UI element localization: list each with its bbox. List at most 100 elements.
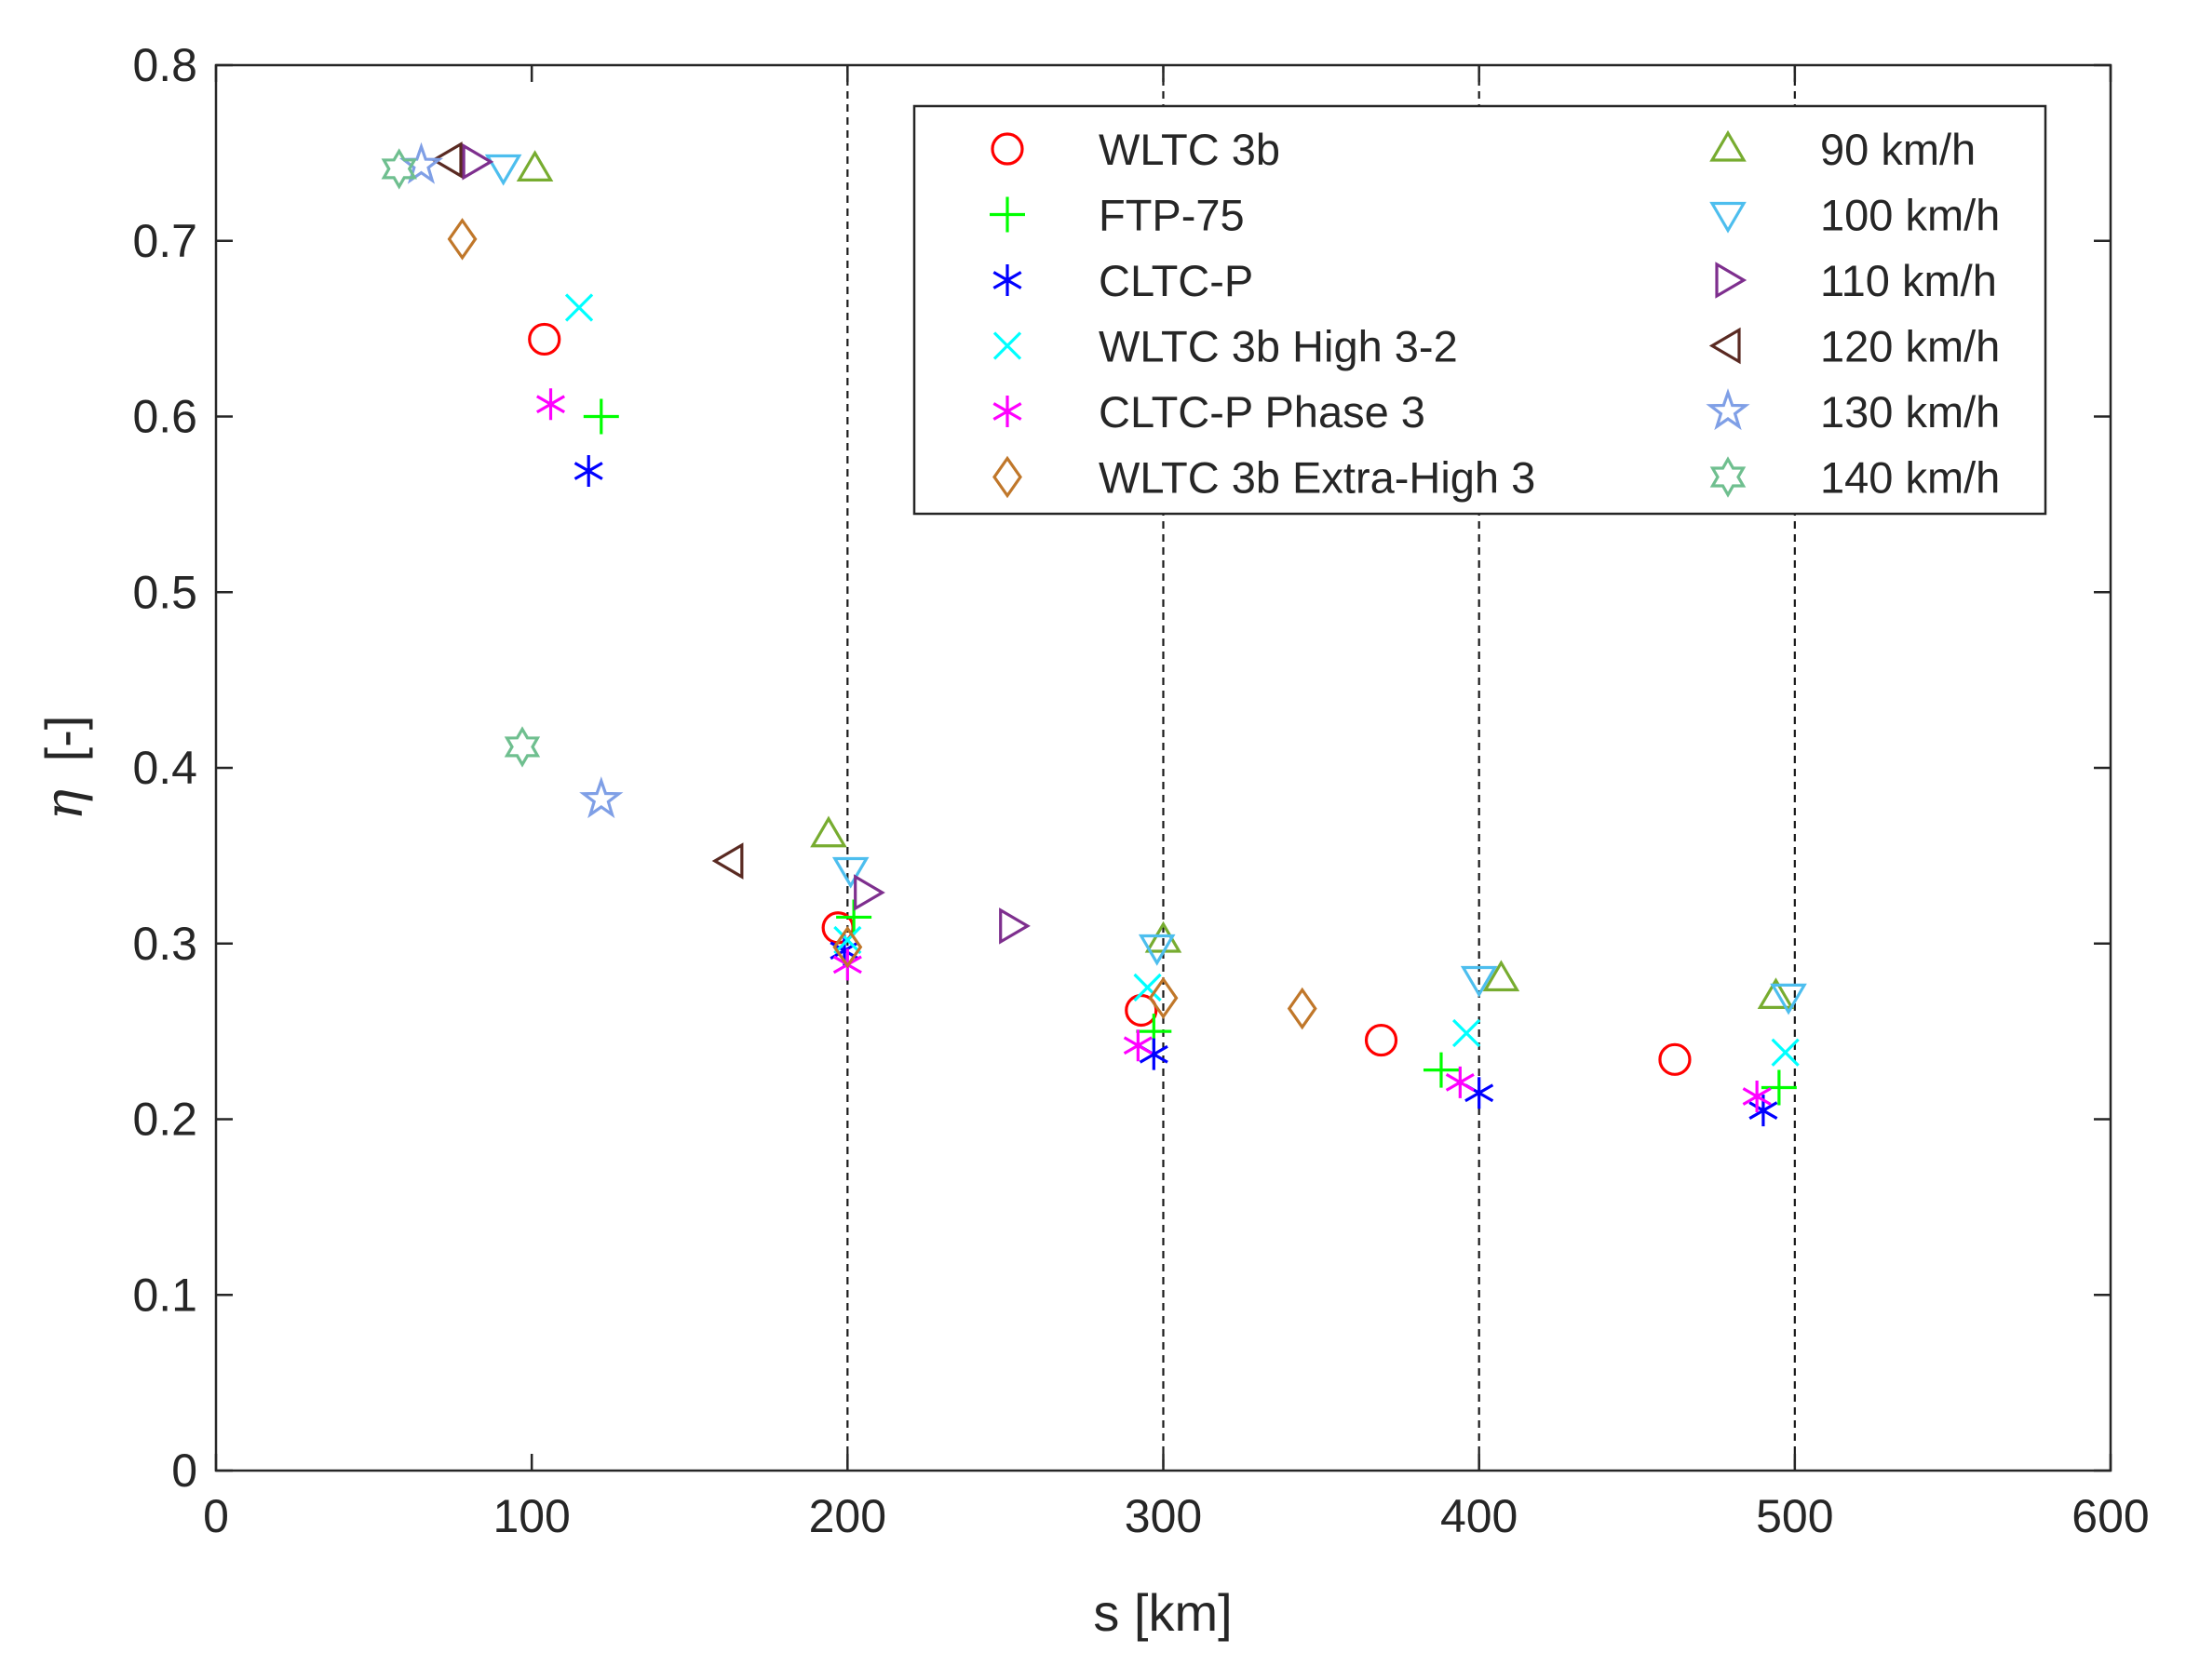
- y-tick-label: 0.8: [132, 39, 197, 91]
- legend-item: WLTC 3b: [991, 125, 1280, 174]
- legend-marker: [990, 196, 1025, 233]
- legend-marker: [992, 396, 1022, 427]
- data-point: [583, 398, 619, 435]
- legend-label: 90 km/h: [1820, 125, 1976, 174]
- x-tick-label: 400: [1440, 1490, 1518, 1542]
- data-point: [1123, 1029, 1153, 1062]
- x-tick-label: 500: [1756, 1490, 1833, 1542]
- data-point: [504, 726, 541, 768]
- y-tick-label: 0.3: [132, 918, 197, 970]
- series-7: [484, 154, 1807, 1015]
- data-series: [381, 141, 1807, 1127]
- y-tick-label: 0.7: [132, 215, 197, 267]
- legend-item: 110 km/h: [1715, 256, 1997, 305]
- data-point: [564, 293, 594, 322]
- data-point: [1451, 1018, 1481, 1048]
- x-tick-label: 0: [203, 1490, 229, 1542]
- legend-marker: [1715, 262, 1747, 299]
- data-point: [430, 141, 463, 179]
- legend-item: WLTC 3b High 3-2: [992, 322, 1458, 371]
- legend-item: FTP-75: [990, 191, 1245, 240]
- x-tick-label: 200: [809, 1490, 886, 1542]
- legend-marker: [1706, 388, 1750, 431]
- y-tick-label: 0.5: [132, 566, 197, 618]
- legend-box: [912, 104, 2047, 516]
- legend-item: WLTC 3b Extra-High 3: [992, 453, 1535, 503]
- legend-label: CLTC-P: [1099, 256, 1253, 305]
- data-point: [1460, 965, 1498, 998]
- data-point: [1742, 1080, 1772, 1112]
- x-tick-labels: 0 100 200 300 400 500 600: [203, 1490, 2150, 1542]
- legend-marker: [1708, 327, 1741, 365]
- y-tick-label: 0: [171, 1445, 197, 1497]
- x-axis-label: s [km]: [1093, 1583, 1232, 1642]
- series-11: [381, 148, 541, 768]
- y-tick-label: 0.4: [132, 742, 197, 794]
- data-point: [516, 150, 554, 181]
- y-tick-label: 0.2: [132, 1094, 197, 1146]
- legend-item: CLTC-P: [992, 256, 1253, 305]
- legend-marker: [1709, 129, 1747, 162]
- legend: WLTC 3b FTP-75 CLTC-P WLTC 3b High 3-2 CLTC-…: [912, 104, 2047, 516]
- data-point: [1658, 1042, 1692, 1076]
- y-tick-labels: 0 0.1 0.2 0.3 0.4 0.5 0.6 0.7 0.8: [132, 39, 197, 1497]
- data-point: [528, 322, 561, 356]
- legend-label: WLTC 3b Extra-High 3: [1099, 453, 1535, 503]
- y-tick-label: 0.1: [132, 1269, 197, 1321]
- plot-frame: [214, 63, 2112, 1472]
- legend-items: WLTC 3b FTP-75 CLTC-P WLTC 3b High 3-2 CLTC-…: [990, 125, 2000, 503]
- data-point: [810, 815, 847, 848]
- legend-item: CLTC-P Phase 3: [992, 387, 1425, 437]
- data-point: [1482, 960, 1520, 992]
- data-point: [999, 907, 1031, 945]
- legend-marker: [991, 132, 1024, 166]
- legend-item: 120 km/h: [1708, 322, 2000, 371]
- x-tick-label: 100: [493, 1490, 570, 1542]
- series-9: [430, 141, 744, 880]
- data-point: [381, 148, 417, 190]
- data-point: [535, 388, 566, 421]
- data-point: [1770, 983, 1807, 1015]
- legend-marker: [1709, 201, 1747, 234]
- data-point: [1133, 973, 1162, 1002]
- legend-item: 130 km/h: [1706, 387, 2000, 437]
- legend-item: 90 km/h: [1709, 125, 1976, 174]
- data-point: [1445, 1066, 1475, 1098]
- legend-label: 110 km/h: [1820, 256, 1997, 305]
- data-point: [1761, 1069, 1797, 1106]
- series-3: [564, 293, 1800, 1067]
- data-point: [711, 842, 744, 880]
- data-point: [1423, 1052, 1459, 1088]
- data-point: [832, 925, 863, 969]
- data-point: [1771, 1038, 1800, 1067]
- legend-marker: [1709, 456, 1747, 498]
- data-point: [1364, 1023, 1398, 1057]
- x-tick-label: 600: [2071, 1490, 2149, 1542]
- data-point: [1138, 934, 1176, 966]
- data-point: [462, 143, 494, 181]
- data-point: [573, 455, 603, 488]
- data-point: [447, 218, 478, 261]
- x-tick-label: 300: [1125, 1490, 1202, 1542]
- legend-marker: [992, 264, 1022, 296]
- legend-label: 140 km/h: [1820, 453, 2000, 503]
- data-point: [833, 925, 862, 955]
- series-5: [447, 218, 1317, 1030]
- legend-label: WLTC 3b: [1099, 125, 1280, 174]
- y-tick-label: 0.6: [132, 391, 197, 443]
- y-axis-unit: [-]: [34, 716, 93, 762]
- legend-item: 100 km/h: [1709, 191, 2000, 240]
- legend-label: 120 km/h: [1820, 322, 2000, 371]
- legend-label: WLTC 3b High 3-2: [1099, 322, 1458, 371]
- legend-label: 100 km/h: [1820, 191, 2000, 240]
- data-point: [1148, 976, 1179, 1020]
- series-4: [535, 388, 1772, 1112]
- data-point: [1757, 977, 1795, 1009]
- data-point: [484, 154, 522, 186]
- legend-label: CLTC-P Phase 3: [1099, 387, 1425, 437]
- legend-label: FTP-75: [1099, 191, 1245, 240]
- legend-marker: [992, 331, 1022, 360]
- legend-label: 130 km/h: [1820, 387, 2000, 437]
